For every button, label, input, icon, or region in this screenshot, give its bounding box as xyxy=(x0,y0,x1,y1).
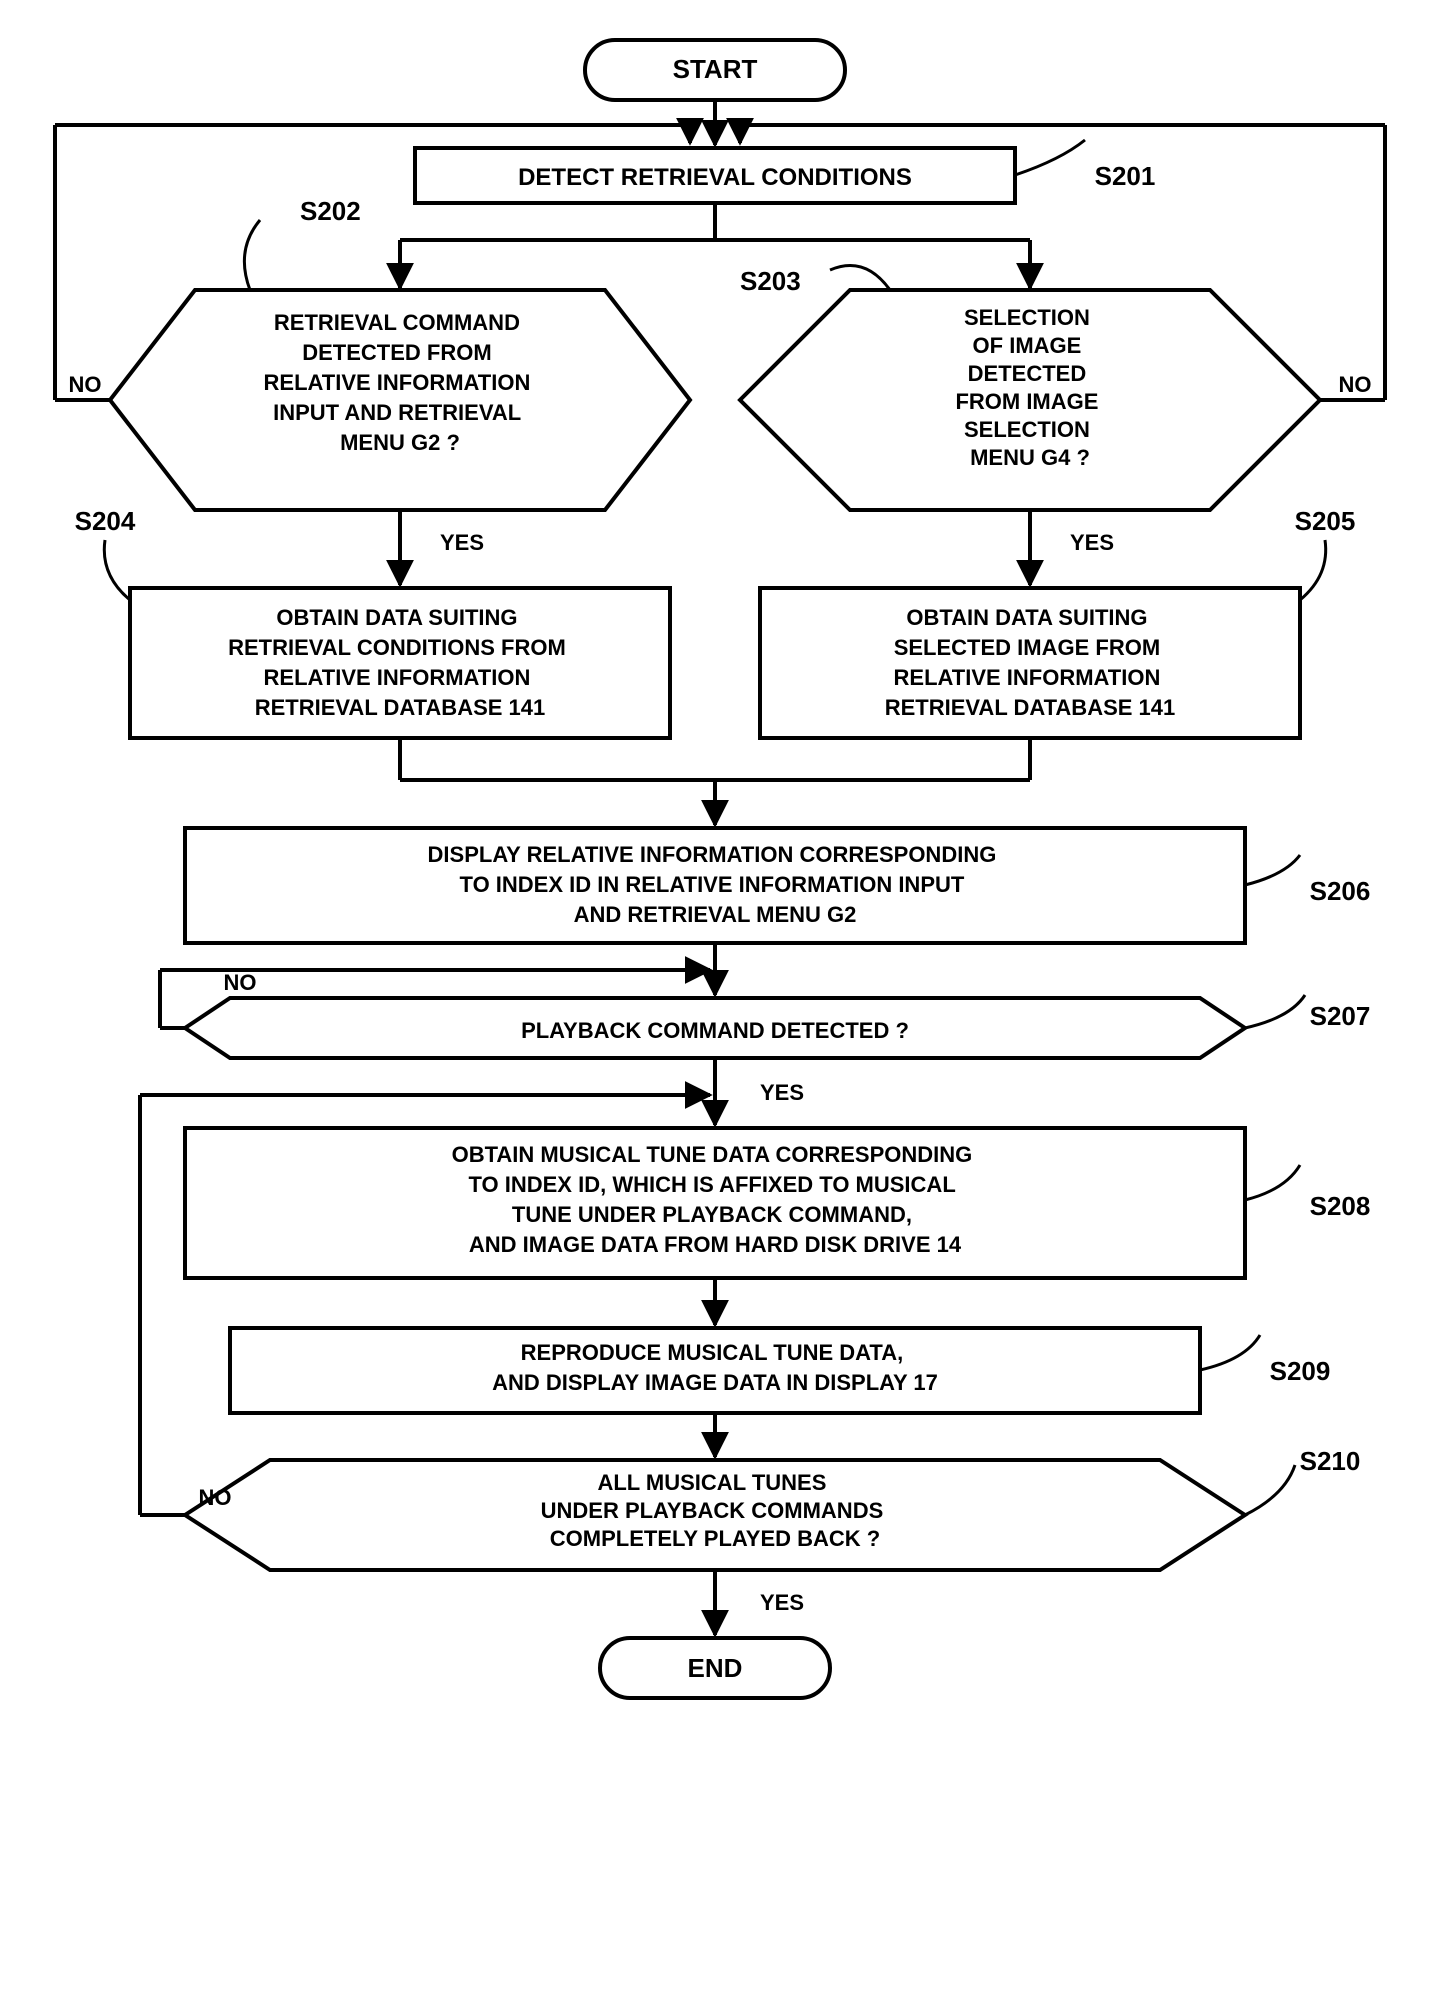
s203-callout: S203 xyxy=(740,266,801,296)
s202-callout: S202 xyxy=(300,196,361,226)
s208-text: OBTAIN MUSICAL TUNE DATA CORRESPONDING T… xyxy=(452,1142,979,1257)
end-label: END xyxy=(688,1653,743,1683)
s208-callout: S208 xyxy=(1310,1191,1371,1221)
s207-yes-label: YES xyxy=(760,1080,804,1105)
s210-callout: S210 xyxy=(1300,1446,1361,1476)
s201-label: DETECT RETRIEVAL CONDITIONS xyxy=(518,164,912,191)
s206-text: DISPLAY RELATIVE INFORMATION CORRESPONDI… xyxy=(428,842,1003,927)
start-label: START xyxy=(673,54,758,84)
s207-no-label: NO xyxy=(224,970,257,995)
s205-text: OBTAIN DATA SUITING SELECTED IMAGE FROM … xyxy=(885,605,1176,720)
s210-text: ALL MUSICAL TUNES UNDER PLAYBACK COMMAND… xyxy=(541,1470,890,1551)
s209-callout: S209 xyxy=(1270,1356,1331,1386)
s203-no-label: NO xyxy=(1339,372,1372,397)
s209-text: REPRODUCE MUSICAL TUNE DATA, AND DISPLAY… xyxy=(492,1340,938,1395)
s210-yes-label: YES xyxy=(760,1590,804,1615)
s203-yes-label: YES xyxy=(1070,530,1114,555)
s204-text: OBTAIN DATA SUITING RETRIEVAL CONDITIONS… xyxy=(228,605,572,720)
s207-label: PLAYBACK COMMAND DETECTED ? xyxy=(521,1018,909,1043)
s203-text: SELECTION OF IMAGE DETECTED FROM IMAGE S… xyxy=(955,305,1104,470)
s201-callout: S201 xyxy=(1095,161,1156,191)
s207-callout: S207 xyxy=(1310,1001,1371,1031)
s202-no-label: NO xyxy=(69,372,102,397)
flowchart-svg: START DETECT RETRIEVAL CONDITIONS S201 R… xyxy=(20,20,1422,1995)
s205-callout: S205 xyxy=(1295,506,1356,536)
s202-text: RETRIEVAL COMMAND DETECTED FROM RELATIVE… xyxy=(264,310,537,455)
s210-no-label: NO xyxy=(199,1485,232,1510)
s206-callout: S206 xyxy=(1310,876,1371,906)
s204-callout: S204 xyxy=(75,506,136,536)
s202-yes-label: YES xyxy=(440,530,484,555)
